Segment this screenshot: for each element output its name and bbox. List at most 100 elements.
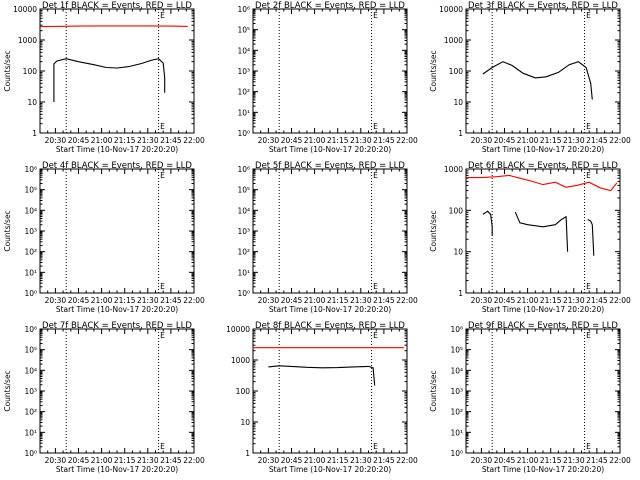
x-tick-label: 21:00 bbox=[517, 136, 539, 145]
y-tick-label: 1 bbox=[458, 289, 463, 298]
x-tick-label: 21:30 bbox=[137, 136, 159, 145]
plot-frame bbox=[39, 8, 195, 134]
x-tick-label: 21:45 bbox=[160, 296, 182, 305]
y-tick-label: 10⁵ bbox=[237, 186, 250, 195]
panel-det-8: Det 8f BLACK = Events, RED = LLD 1 10 100 10… bbox=[226, 321, 418, 474]
y-tick-label: 100 bbox=[236, 387, 251, 396]
marker-e-top: E bbox=[373, 171, 378, 180]
x-tick-label: 22:00 bbox=[609, 456, 631, 465]
x-tick-label: 21:45 bbox=[373, 136, 395, 145]
y-tick-label: 10² bbox=[237, 248, 250, 257]
y-tick-label: 10¹ bbox=[450, 428, 463, 437]
y-tick-label: 1 bbox=[458, 129, 463, 138]
y-tick-label: 10⁴ bbox=[450, 366, 463, 375]
y-tick-label: 10⁶ bbox=[237, 5, 250, 14]
y-tick-label: 10⁴ bbox=[24, 206, 37, 215]
y-tick-label: 10⁶ bbox=[24, 165, 37, 174]
y-tick-label: 10⁶ bbox=[450, 325, 463, 334]
x-tick-label: 20:45 bbox=[68, 456, 90, 465]
x-tick-label: 22:00 bbox=[396, 136, 418, 145]
panel-det-6: Det 6f BLACK = Events, RED = LLD 1 10 100 10… bbox=[429, 161, 631, 314]
marker-e-top: E bbox=[160, 11, 165, 20]
panel-det-1: Det 1f BLACK = Events, RED = LLD 1 10 100 10… bbox=[3, 1, 205, 154]
series-line-2 bbox=[268, 365, 376, 386]
panel-det-9: Det 9f BLACK = Events, RED = LLD 10⁰ 10¹ 10… bbox=[429, 321, 631, 474]
x-tick-label: 21:15 bbox=[540, 136, 562, 145]
y-axis-label: Counts/sec bbox=[3, 370, 12, 411]
y-tick-label: 10⁶ bbox=[24, 325, 37, 334]
series-line-2 bbox=[53, 58, 166, 102]
marker-e-top: E bbox=[586, 171, 591, 180]
x-tick-label: 21:00 bbox=[304, 296, 326, 305]
y-tick-label: 10⁴ bbox=[237, 206, 250, 215]
y-tick-label: 10⁰ bbox=[237, 289, 250, 298]
x-tick-label: 21:15 bbox=[327, 456, 349, 465]
y-tick-label: 10³ bbox=[237, 227, 250, 236]
y-tick-label: 1000 bbox=[231, 356, 250, 365]
y-axis-label: Counts/sec bbox=[429, 210, 438, 251]
x-tick-label: 21:30 bbox=[563, 136, 585, 145]
y-tick-label: 10⁴ bbox=[237, 46, 250, 55]
panel-det-7: Det 7f BLACK = Events, RED = LLD 10⁰ 10¹ 10… bbox=[3, 321, 205, 474]
panel-title: Det 9f BLACK = Events, RED = LLD bbox=[468, 321, 618, 331]
marker-e-top: E bbox=[586, 331, 591, 340]
y-tick-label: 10³ bbox=[24, 387, 37, 396]
marker-e-bottom: E bbox=[586, 122, 591, 131]
panel-det-3: Det 3f BLACK = Events, RED = LLD 1 10 100 10… bbox=[429, 1, 631, 154]
x-tick-label: 20:45 bbox=[494, 136, 516, 145]
x-tick-label: 21:00 bbox=[304, 136, 326, 145]
y-tick-label: 100 bbox=[23, 67, 38, 76]
y-tick-label: 10¹ bbox=[237, 108, 250, 117]
panel-title: Det 8f BLACK = Events, RED = LLD bbox=[255, 321, 405, 331]
x-tick-label: 21:00 bbox=[517, 456, 539, 465]
plot-frame bbox=[252, 168, 408, 294]
series-line-1 bbox=[39, 25, 188, 28]
x-axis-label: Start Time (10-Nov-17 20:20:20) bbox=[482, 465, 604, 474]
y-tick-label: 10⁰ bbox=[237, 129, 250, 138]
x-tick-label: 21:30 bbox=[563, 456, 585, 465]
y-tick-label: 10⁵ bbox=[24, 186, 37, 195]
x-tick-label: 20:45 bbox=[281, 296, 303, 305]
marker-e-top: E bbox=[586, 11, 591, 20]
x-tick-label: 21:00 bbox=[91, 296, 113, 305]
x-tick-label: 21:45 bbox=[586, 136, 608, 145]
marker-e-bottom: E bbox=[373, 122, 378, 131]
x-axis-label: Start Time (10-Nov-17 20:20:20) bbox=[269, 465, 391, 474]
x-tick-label: 22:00 bbox=[609, 296, 631, 305]
x-tick-label: 22:00 bbox=[396, 296, 418, 305]
y-tick-label: 10³ bbox=[237, 67, 250, 76]
y-tick-label: 10⁰ bbox=[24, 449, 37, 458]
x-tick-label: 21:00 bbox=[304, 456, 326, 465]
x-tick-label: 20:45 bbox=[494, 296, 516, 305]
x-tick-label: 21:15 bbox=[327, 136, 349, 145]
x-tick-label: 21:30 bbox=[350, 136, 372, 145]
y-tick-label: 10² bbox=[24, 408, 37, 417]
x-tick-label: 20:30 bbox=[45, 296, 67, 305]
x-tick-label: 21:15 bbox=[540, 456, 562, 465]
y-tick-label: 10000 bbox=[439, 5, 463, 14]
y-axis-label: Counts/sec bbox=[429, 370, 438, 411]
x-tick-label: 21:45 bbox=[160, 456, 182, 465]
x-tick-label: 20:30 bbox=[45, 456, 67, 465]
y-tick-label: 1 bbox=[32, 129, 37, 138]
x-tick-label: 21:15 bbox=[327, 296, 349, 305]
y-tick-label: 10⁰ bbox=[450, 449, 463, 458]
x-axis-label: Start Time (10-Nov-17 20:20:20) bbox=[56, 305, 178, 314]
y-axis-label: Counts/sec bbox=[3, 50, 12, 91]
x-tick-label: 21:30 bbox=[137, 456, 159, 465]
x-axis-label: Start Time (10-Nov-17 20:20:20) bbox=[56, 145, 178, 154]
y-tick-label: 10³ bbox=[450, 387, 463, 396]
x-axis-label: Start Time (10-Nov-17 20:20:20) bbox=[269, 145, 391, 154]
panel-title: Det 1f BLACK = Events, RED = LLD bbox=[42, 1, 192, 11]
x-tick-label: 21:15 bbox=[114, 456, 136, 465]
x-tick-label: 20:30 bbox=[258, 456, 280, 465]
x-tick-label: 22:00 bbox=[396, 456, 418, 465]
y-tick-label: 1000 bbox=[444, 36, 463, 45]
x-tick-label: 21:45 bbox=[373, 456, 395, 465]
x-axis-label: Start Time (10-Nov-17 20:20:20) bbox=[482, 305, 604, 314]
x-tick-label: 21:30 bbox=[350, 296, 372, 305]
panel-title: Det 4f BLACK = Events, RED = LLD bbox=[42, 161, 192, 171]
x-tick-label: 20:30 bbox=[258, 296, 280, 305]
plot-frame bbox=[39, 168, 195, 294]
y-tick-label: 1000 bbox=[18, 36, 37, 45]
